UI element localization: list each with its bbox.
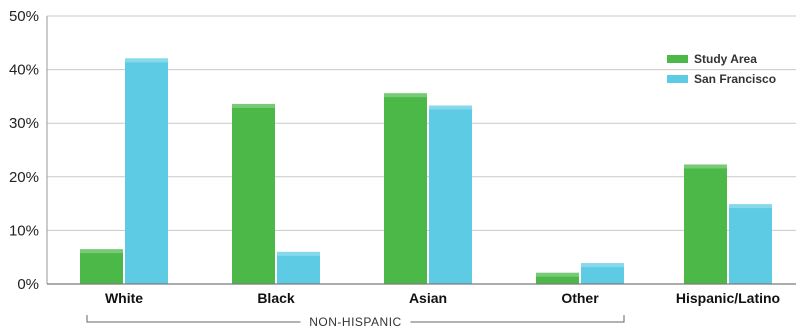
bar-highlight xyxy=(125,58,168,63)
legend-swatch xyxy=(667,55,688,63)
bar-highlight xyxy=(581,263,624,268)
bar-highlight xyxy=(429,105,472,110)
bar-highlight xyxy=(536,272,579,277)
bar-highlight xyxy=(729,204,772,209)
bracket-label-bg xyxy=(300,314,411,328)
bars xyxy=(80,58,772,285)
bar-san-francisco xyxy=(729,204,772,284)
legend: Study Area San Francisco xyxy=(667,52,776,86)
bracket-label: NON-HISPANIC xyxy=(309,315,401,329)
bar-san-francisco xyxy=(581,263,624,284)
x-axis: White Black Asian Other Hispanic/Latino xyxy=(47,283,796,306)
bar-san-francisco xyxy=(125,58,168,285)
bar-highlight xyxy=(684,164,727,169)
group-bracket: NON-HISPANIC xyxy=(86,314,625,329)
legend-label: San Francisco xyxy=(694,72,776,86)
x-tick-label: White xyxy=(105,290,143,306)
x-tick-label: Other xyxy=(561,290,599,306)
bar-study-area xyxy=(232,103,275,285)
bar-highlight xyxy=(277,251,320,256)
x-tick-label: Hispanic/Latino xyxy=(676,290,780,306)
legend-label: Study Area xyxy=(694,52,757,66)
bar-study-area xyxy=(80,249,123,284)
y-tick-label: 50% xyxy=(9,8,39,25)
legend-swatch xyxy=(667,75,688,83)
y-tick-label: 40% xyxy=(9,62,39,79)
y-tick-label: 10% xyxy=(9,222,39,239)
bar-highlight xyxy=(80,249,123,254)
bar-san-francisco xyxy=(277,251,320,284)
x-tick-label: Black xyxy=(257,290,295,306)
x-tick-label: Asian xyxy=(409,290,447,306)
bar-san-francisco xyxy=(429,105,472,285)
bar-study-area xyxy=(384,93,427,285)
y-tick-label: 30% xyxy=(9,115,39,132)
bar-highlight xyxy=(232,103,275,108)
bar-study-area xyxy=(684,164,727,284)
bar-study-area xyxy=(536,272,579,284)
y-tick-label: 0% xyxy=(17,276,39,293)
y-tick-label: 20% xyxy=(9,169,39,186)
y-axis: 0% 10% 20% 30% 40% 50% xyxy=(9,8,48,293)
bar-highlight xyxy=(384,93,427,98)
